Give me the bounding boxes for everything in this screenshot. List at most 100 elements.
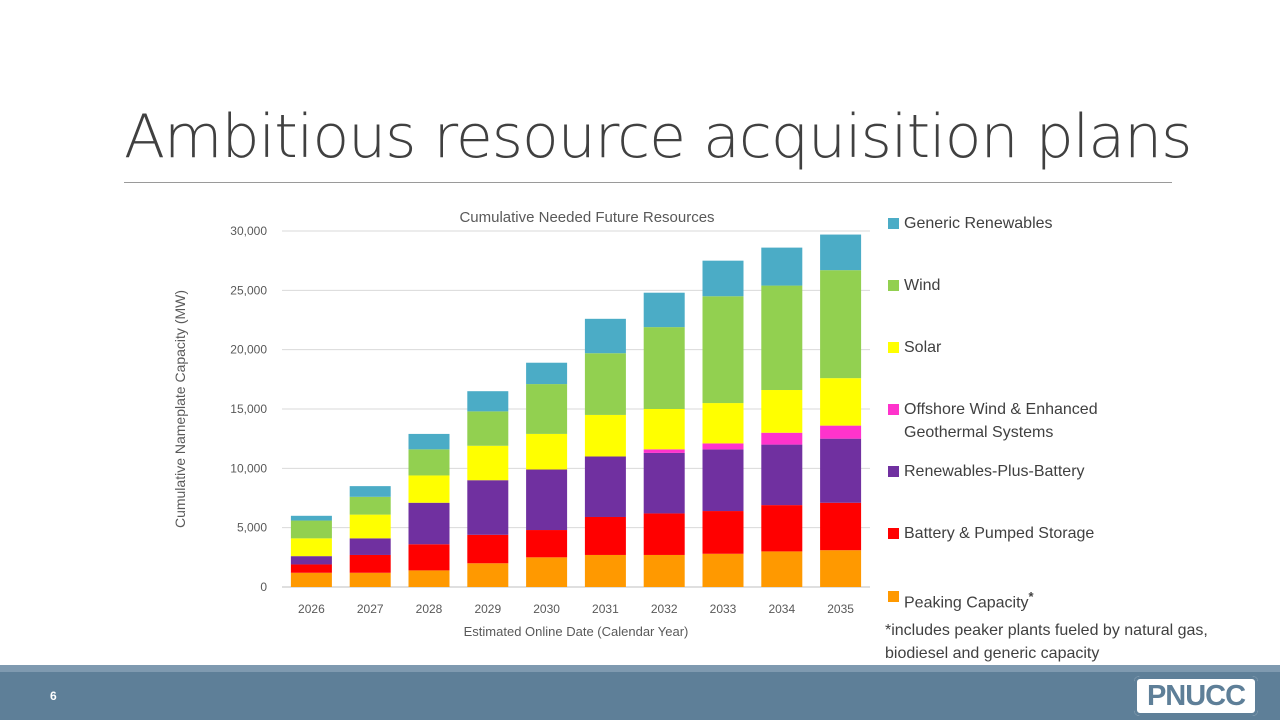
x-tick-label: 2026: [298, 602, 325, 616]
bar-segment: [526, 469, 568, 531]
legend-swatch: [888, 528, 899, 539]
bar-segment: [643, 513, 685, 555]
y-tick-label: 20,000: [230, 343, 267, 357]
y-tick-label: 25,000: [230, 283, 267, 297]
bar-segment: [467, 534, 509, 564]
x-tick-label: 2028: [416, 602, 443, 616]
legend-swatch: [888, 218, 899, 229]
footer-accent-band: [0, 665, 1280, 672]
bar-segment: [290, 520, 332, 539]
x-axis-label: Estimated Online Date (Calendar Year): [464, 624, 689, 639]
bar-segment: [584, 414, 626, 457]
bar-segment: [761, 505, 803, 552]
stacked-bar-chart: 0 5,000 10,000 15,000 20,000 25,000 30,000 2026…: [172, 209, 870, 639]
bar-segment: [761, 444, 803, 506]
bar-segment: [584, 554, 626, 587]
bar-segment: [349, 514, 391, 539]
page-number: 6: [50, 689, 57, 703]
x-tick-label: 2027: [357, 602, 384, 616]
bar-segment: [467, 563, 509, 587]
legend-swatch: [888, 591, 899, 602]
x-tick-label: 2029: [474, 602, 501, 616]
bar-segment: [526, 530, 568, 558]
pnucc-logo: PNUCC: [1134, 676, 1258, 716]
bar-segment: [820, 425, 862, 439]
legend-swatch: [888, 466, 899, 477]
y-axis-label: Cumulative Nameplate Capacity (MW): [172, 290, 188, 528]
x-tick-label: 2031: [592, 602, 619, 616]
footnote: *includes peaker plants fueled by natura…: [885, 622, 1208, 662]
bar-segment: [349, 496, 391, 515]
bar-segment: [820, 234, 862, 271]
y-tick-label: 10,000: [230, 461, 267, 475]
bar-segment: [820, 378, 862, 426]
bar-segment: [526, 384, 568, 434]
x-tick-label: 2034: [768, 602, 795, 616]
bar-segment: [467, 445, 509, 481]
bar-segment: [408, 544, 450, 571]
bar-segment: [408, 433, 450, 450]
y-tick-label: 5,000: [237, 521, 267, 535]
y-tick-label: 15,000: [230, 402, 267, 416]
bar-segment: [643, 292, 685, 328]
legend-label-line-2: Geothermal Systems: [904, 424, 1054, 441]
bar-segment: [761, 390, 803, 433]
chart-title: Cumulative Needed Future Resources: [459, 209, 714, 226]
legend-label: Generic Renewables: [904, 215, 1053, 232]
bar-segment: [290, 515, 332, 521]
bar-segment: [349, 554, 391, 573]
bar-segment: [643, 409, 685, 450]
legend-label: Battery & Pumped Storage: [904, 525, 1095, 542]
bar-segment: [643, 554, 685, 587]
y-tick-label: 0: [260, 580, 267, 594]
bar-segment: [702, 553, 744, 587]
bar-segment: [643, 327, 685, 409]
legend-swatch: [888, 280, 899, 291]
bar-segment: [290, 564, 332, 573]
logo-text: PNUCC: [1146, 680, 1246, 712]
bar-segment: [408, 502, 450, 545]
x-tick-label: 2033: [710, 602, 737, 616]
legend-swatch: [888, 342, 899, 353]
bar-segment: [349, 572, 391, 587]
bar-segment: [820, 438, 862, 503]
bar-segment: [584, 456, 626, 517]
legend-label: Wind: [904, 277, 941, 294]
bar-segment: [702, 296, 744, 404]
legend-swatch: [888, 404, 899, 415]
bar-segment: [820, 550, 862, 587]
bar-segment: [467, 391, 509, 412]
bar-segment: [643, 452, 685, 514]
x-tick-label: 2032: [651, 602, 678, 616]
x-tick-label: 2035: [827, 602, 854, 616]
bar-segment: [643, 449, 685, 453]
title-divider: [124, 182, 1172, 183]
bar-segment: [584, 318, 626, 354]
bar-segment: [584, 353, 626, 415]
footnote-marker: *: [1028, 589, 1034, 604]
bar-segment: [526, 433, 568, 470]
bar-segment: [408, 570, 450, 587]
bar-segment: [467, 411, 509, 446]
bar-segment: [290, 572, 332, 587]
legend-label: Offshore Wind & Enhanced: [904, 401, 1098, 418]
bar-segment: [702, 443, 744, 450]
bar-segment: [526, 557, 568, 587]
legend-label-text: Peaking Capacity: [904, 594, 1029, 612]
bar-segment: [408, 449, 450, 476]
bar-segment: [290, 556, 332, 565]
bar-segment: [820, 270, 862, 379]
bar-segment: [820, 502, 862, 551]
bar-segment: [702, 449, 744, 512]
bar-segment: [761, 551, 803, 587]
footer-bar: 6 PNUCC: [0, 672, 1280, 720]
bar-segment: [761, 285, 803, 391]
bar-segment: [290, 538, 332, 557]
x-tick-label: 2030: [533, 602, 560, 616]
legend-label: Solar: [904, 339, 942, 356]
bar-segment: [761, 247, 803, 286]
bar-segment: [408, 475, 450, 503]
bar-segment: [702, 403, 744, 444]
bar-segment: [349, 486, 391, 497]
bar-segment: [526, 362, 568, 385]
